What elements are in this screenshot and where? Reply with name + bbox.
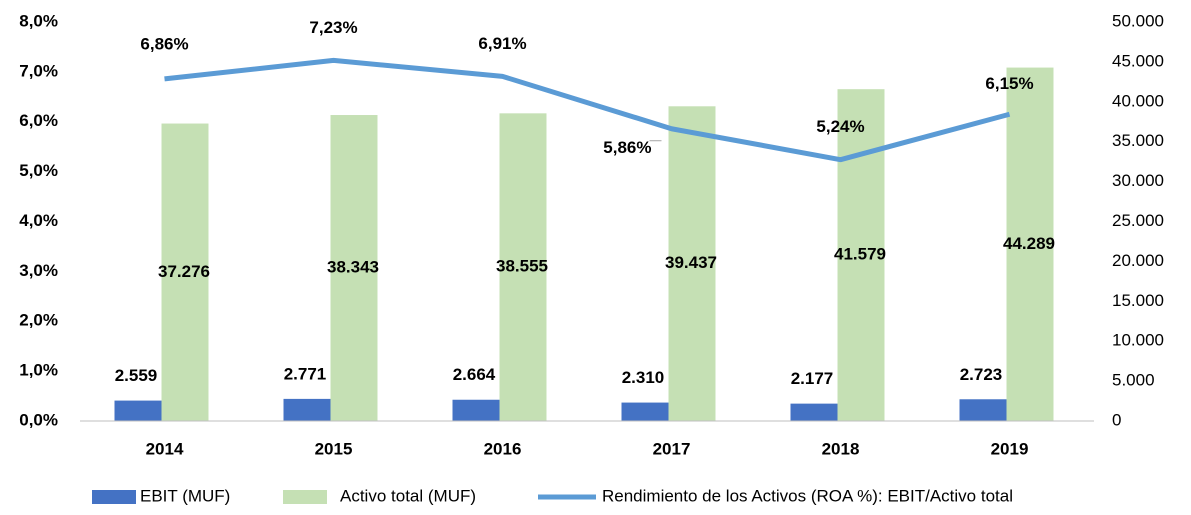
data-label: 2.310 [622,368,665,387]
x-tick-label: 2017 [653,439,691,458]
data-label: 41.579 [834,245,886,264]
bar [621,402,669,421]
y-tick-label: 8,0% [19,11,58,30]
y-tick-label: 4,0% [19,211,58,230]
x-tick-label: 2016 [484,439,522,458]
line-series [164,57,1011,163]
bar [1006,67,1054,421]
data-label: 5,24% [816,117,864,136]
y2-tick-label: 25.000 [1112,211,1164,230]
data-label: 2.771 [284,364,327,383]
data-label: 38.343 [327,257,379,276]
x-tick-label: 2019 [991,439,1029,458]
y2-tick-label: 30.000 [1112,171,1164,190]
y-tick-label: 1,0% [19,361,58,380]
data-label: 37.276 [158,262,210,281]
y2-tick-label: 50.000 [1112,11,1164,30]
data-label: 44.289 [1003,234,1055,253]
y-tick-label: 6,0% [19,111,58,130]
y-tick-label: 0,0% [19,410,58,429]
data-label: 2.723 [960,365,1003,384]
y2-tick-label: 20.000 [1112,251,1164,270]
data-label: 7,23% [309,18,357,37]
data-label: 39.437 [665,253,717,272]
x-tick-label: 2018 [822,439,860,458]
data-label: 2.664 [453,365,496,384]
y-tick-label: 7,0% [19,61,58,80]
data-label: 5,86% [603,138,651,157]
data-label: 6,15% [985,74,1033,93]
data-label: 6,91% [478,34,526,53]
y-tick-label: 2,0% [19,311,58,330]
y-tick-label: 3,0% [19,261,58,280]
x-tick-label: 2015 [315,439,353,458]
bar [452,399,500,421]
x-tick-label: 2014 [146,439,184,458]
data-label: 6,86% [140,34,188,53]
y-tick-label: 5,0% [19,161,58,180]
bar [790,403,838,421]
y2-tick-label: 10.000 [1112,331,1164,350]
y2-tick-label: 40.000 [1112,91,1164,110]
data-label: 2.177 [791,369,834,388]
y2-tick-label: 5.000 [1112,371,1155,390]
bar [283,398,331,421]
bar [959,399,1007,421]
bar [837,89,885,421]
bar [114,400,162,421]
legend-label: Activo total (MUF) [340,486,476,505]
y2-tick-label: 35.000 [1112,131,1164,150]
bar [668,106,716,422]
y2-tick-label: 45.000 [1112,51,1164,70]
legend-label: EBIT (MUF) [140,486,230,505]
y2-tick-label: 15.000 [1112,291,1164,310]
data-label: 2.559 [115,366,158,385]
legend-swatch [283,490,327,504]
y2-tick-label: 0 [1112,410,1121,429]
data-label: 38.555 [496,257,548,276]
bar [499,113,547,421]
legend-label: Rendimiento de los Activos (ROA %): EBIT… [602,486,1013,505]
bar [161,123,209,421]
legend-swatch [92,490,136,504]
bar [330,115,378,421]
